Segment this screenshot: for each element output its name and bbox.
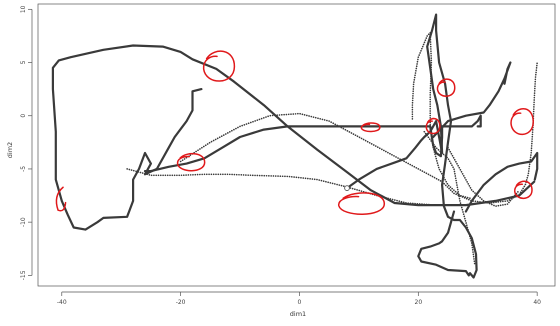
- dotted-trajectory-5: [179, 61, 539, 204]
- dotted-trajectory-8: [423, 130, 476, 266]
- y-axis-label: dim2: [6, 142, 14, 158]
- dotted-trajectory-6: [126, 168, 467, 206]
- x-tick-label: -20: [176, 299, 186, 306]
- solid-trajectory-3: [432, 61, 512, 139]
- red-annotation-circle-7: [510, 108, 534, 136]
- solid-trajectory-4: [464, 151, 539, 213]
- y-tick-label: -10: [20, 217, 27, 227]
- x-axis-label: dim1: [290, 310, 306, 318]
- y-tick-label: -5: [20, 166, 27, 172]
- x-tick-label: -40: [57, 299, 67, 306]
- plot-frame: [37, 3, 556, 287]
- y-tick-label: 0: [20, 114, 27, 118]
- start-point-marker: [344, 185, 350, 191]
- red-annotation-circle-8: [514, 180, 533, 200]
- x-tick-label: 40: [533, 299, 541, 306]
- x-axis: -40 -20 0 20 40: [57, 291, 541, 306]
- y-axis: -15 -10 -5 0 5 10: [20, 5, 33, 280]
- x-tick-label: 20: [415, 299, 423, 306]
- y-tick-label: -15: [20, 270, 27, 280]
- x-tick-label: 0: [298, 299, 302, 306]
- red-annotation-circle-2: [176, 152, 206, 172]
- annotation-layer: [55, 50, 534, 215]
- red-annotation-circle-6: [436, 78, 456, 97]
- solid-trajectory-0: [51, 44, 536, 231]
- dotted-trajectory-7: [411, 31, 473, 200]
- solid-trajectory-2: [143, 114, 482, 173]
- red-annotation-circle-4: [338, 192, 386, 215]
- red-annotation-circle-3: [360, 122, 381, 133]
- red-annotation-circle-1: [202, 50, 236, 82]
- y-tick-label: 5: [20, 60, 27, 64]
- series-layer: [51, 13, 539, 279]
- red-annotation-circle-5: [425, 117, 441, 135]
- dotted-trajectory-9: [447, 146, 521, 207]
- red-annotation-circle-0: [55, 186, 67, 212]
- y-tick-label: 10: [20, 5, 27, 13]
- solid-trajectory-1: [345, 13, 478, 279]
